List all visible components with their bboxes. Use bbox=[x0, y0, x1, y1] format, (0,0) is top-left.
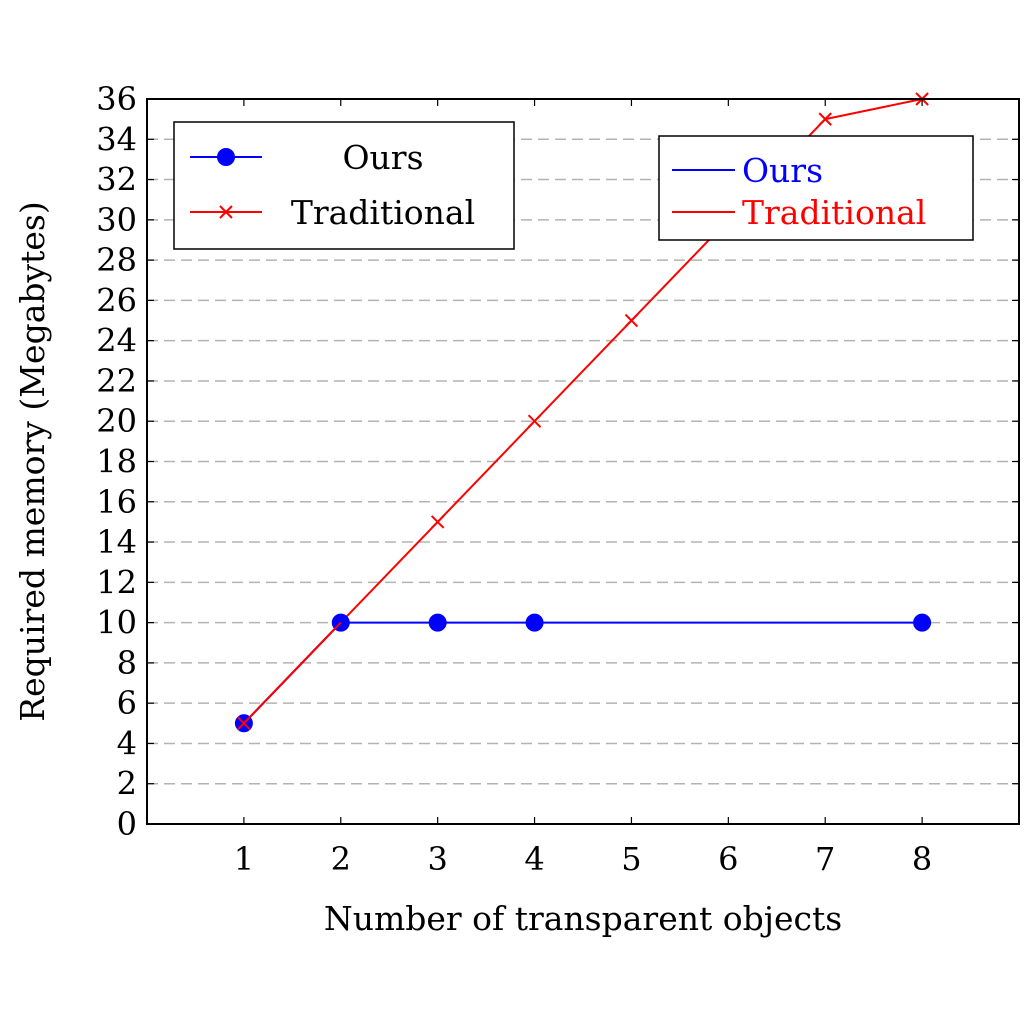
x-axis-title: Number of transparent objects bbox=[324, 899, 842, 938]
legend-label-ours: Ours bbox=[742, 151, 823, 190]
legend-label-traditional: Traditional bbox=[742, 193, 926, 232]
data-point-traditional bbox=[624, 313, 639, 328]
data-point-ours bbox=[913, 613, 932, 632]
legend-marker-ours bbox=[217, 148, 235, 166]
y-tick-label: 10 bbox=[96, 604, 137, 642]
data-point-traditional-stroke bbox=[430, 515, 445, 529]
legend-label-traditional: Traditional bbox=[291, 193, 475, 232]
series-line-ours bbox=[243, 621, 923, 724]
y-tick-label: 30 bbox=[96, 201, 137, 239]
y-tick-label: 2 bbox=[117, 765, 137, 803]
y-tick-label: 32 bbox=[96, 161, 137, 199]
x-tick-label: 1 bbox=[234, 840, 254, 878]
y-tick-label: 34 bbox=[96, 120, 137, 158]
y-tick-label: 8 bbox=[117, 644, 137, 682]
legend-marker-traditional-stroke bbox=[219, 205, 233, 219]
x-tick-label: 2 bbox=[331, 840, 351, 878]
legend-box bbox=[658, 135, 974, 241]
x-tick-label: 6 bbox=[718, 840, 738, 878]
y-tick-label: 0 bbox=[117, 805, 137, 843]
y-tick-label: 4 bbox=[117, 724, 137, 762]
y-tick-label: 16 bbox=[96, 483, 137, 521]
x-tick-label: 4 bbox=[524, 840, 544, 878]
data-point-traditional-stroke bbox=[818, 112, 832, 126]
y-tick-label: 18 bbox=[96, 443, 137, 481]
axis-ticks bbox=[147, 98, 1019, 825]
x-tick-label: 5 bbox=[621, 840, 641, 878]
series-traditional-overlay bbox=[237, 621, 342, 731]
y-tick-label: 12 bbox=[96, 563, 137, 601]
y-tick-label: 6 bbox=[117, 684, 137, 722]
y-tick-label: 24 bbox=[96, 322, 137, 360]
y-tick-label: 36 bbox=[96, 80, 137, 118]
data-point-ours bbox=[525, 613, 544, 632]
series-line-traditional-segment bbox=[243, 621, 342, 724]
data-point-traditional-stroke bbox=[237, 716, 251, 731]
series-ours bbox=[234, 613, 932, 733]
y-tick-label: 26 bbox=[96, 281, 137, 319]
data-point-traditional bbox=[237, 716, 251, 731]
legend-marker-traditional bbox=[219, 205, 233, 219]
y-tick-label: 22 bbox=[96, 362, 137, 400]
x-tick-label: 8 bbox=[912, 840, 932, 878]
y-tick-label: 14 bbox=[96, 523, 137, 561]
data-point-traditional bbox=[430, 515, 445, 529]
x-tick-labels: 1 2 3 4 5 6 7 8 bbox=[234, 840, 933, 878]
legend-with-markers: Ours Traditional bbox=[173, 121, 515, 250]
data-point-ours bbox=[428, 613, 447, 632]
legend-box bbox=[173, 121, 515, 250]
legend-label-ours: Ours bbox=[342, 138, 423, 177]
data-point-traditional bbox=[527, 414, 542, 428]
y-tick-label: 20 bbox=[96, 402, 137, 440]
x-tick-label: 3 bbox=[427, 840, 447, 878]
y-axis-title: Required memory (Megabytes) bbox=[13, 201, 52, 721]
data-point-traditional-stroke bbox=[527, 414, 542, 428]
data-point-traditional bbox=[818, 112, 832, 126]
x-tick-label: 7 bbox=[815, 840, 835, 878]
data-point-traditional-stroke bbox=[624, 313, 639, 328]
y-tick-label: 28 bbox=[96, 241, 137, 279]
